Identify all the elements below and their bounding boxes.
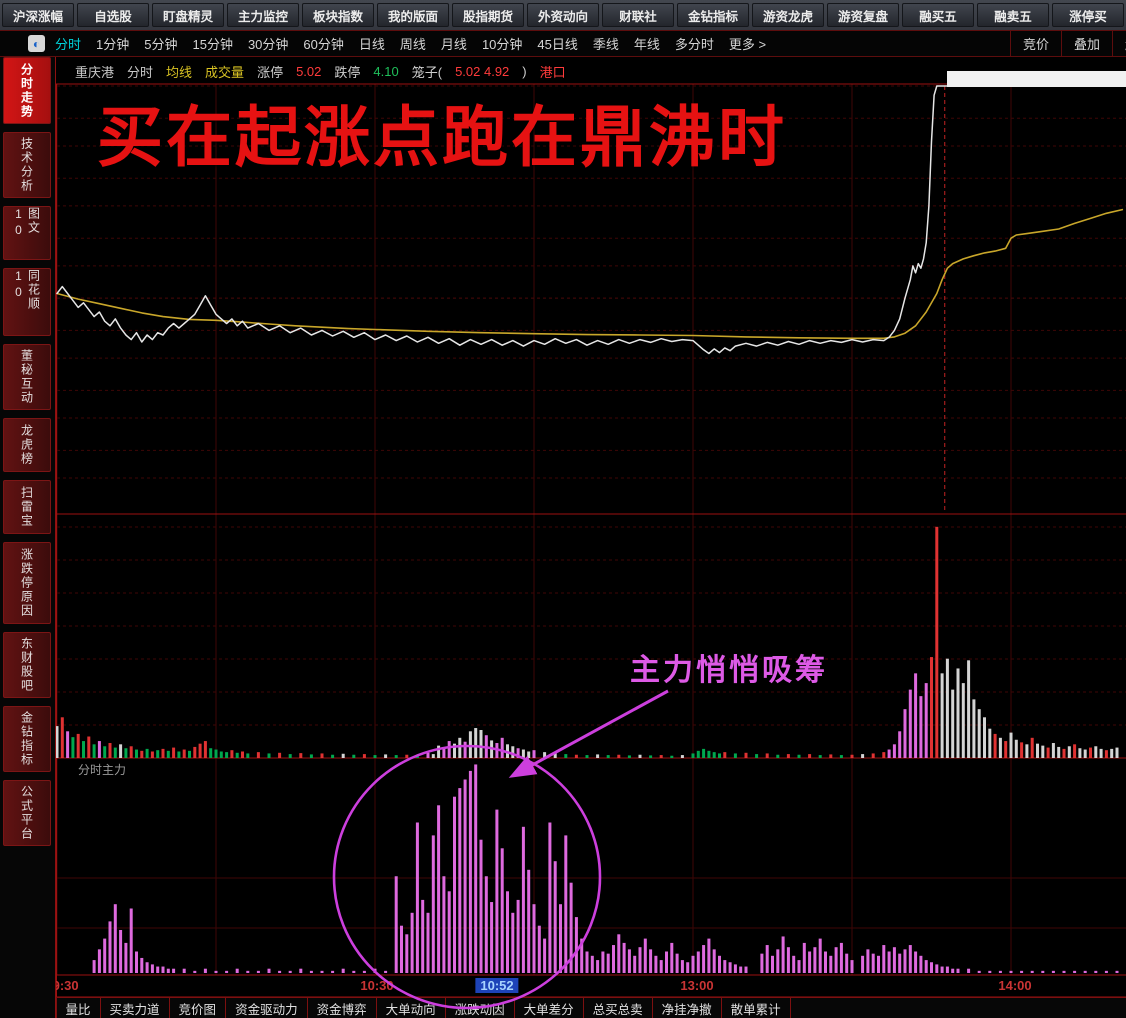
chart-header-item: 5.02 4.92 — [455, 63, 510, 79]
bottom-tab[interactable]: 大单动向 — [377, 998, 446, 1018]
period-tab[interactable]: 5分钟 — [144, 37, 178, 52]
bottom-tab[interactable]: 量比 — [57, 998, 101, 1018]
top-menu-bar: 沪深涨幅 自选股 盯盘精灵 主力监控 板块指数 我的版面 股指期货 外资动向 财联社 金钻指标 游资… — [0, 0, 1126, 30]
top-menu-item[interactable]: 我的版面 — [377, 3, 449, 27]
chart-header-item: 分时 — [127, 64, 154, 80]
period-toolbar: ◐ 分时 1分钟 5分钟 15分钟 30分钟 60分钟 日线 周线 月线 10分钟 45日线 季线 年线… — [0, 30, 1126, 57]
toolbar-right-group: 竞价叠加起 — [1009, 31, 1126, 56]
bottom-tab[interactable]: 资金驱动力 — [226, 998, 308, 1018]
time-label-cursor: 10:52 — [475, 978, 519, 993]
toolbar-right-item[interactable]: 竞价 — [1009, 31, 1061, 56]
period-tab[interactable]: 10分钟 — [481, 37, 523, 52]
top-menu-item[interactable]: 主力监控 — [227, 3, 299, 27]
sidebar-tab[interactable]: 技术分析 — [3, 132, 51, 198]
sidebar-tab[interactable]: 同花顺10 — [3, 268, 51, 336]
bottom-tab[interactable]: 净挂净撤 — [653, 998, 722, 1018]
annotation-note-text: 主力悄悄吸筹 — [630, 654, 828, 687]
top-menu-item[interactable]: 游资龙虎 — [752, 3, 824, 27]
bottom-tab[interactable]: 买卖力道 — [101, 998, 170, 1018]
left-sidebar: 分时走势技术分析图文10 同花顺10 董秘互动龙虎榜扫雷宝涨跌停原因东财股吧金钻指标… — [0, 57, 56, 1018]
time-axis: 09:30 10:30 10:52 13:00 14:00 — [0, 976, 1126, 997]
chart-header-item: 涨停 — [257, 64, 284, 80]
top-menu-item[interactable]: 外资动向 — [527, 3, 599, 27]
sidebar-tab[interactable]: 公式平台 — [3, 780, 51, 846]
top-menu-item[interactable]: 股指期货 — [452, 3, 524, 27]
sidebar-tab[interactable]: 分时走势 — [3, 57, 51, 124]
chart-header-item: 港口 — [539, 64, 566, 80]
sidebar-tab[interactable]: 龙虎榜 — [3, 418, 51, 472]
period-tab[interactable]: 60分钟 — [303, 37, 344, 52]
top-menu-item[interactable]: 财联社 — [602, 3, 674, 27]
period-tab[interactable]: 分时 — [55, 37, 82, 52]
period-tab[interactable]: 周线 — [399, 37, 426, 52]
chart-header-item: ) — [522, 63, 527, 79]
top-menu-item[interactable]: 盯盘精灵 — [152, 3, 224, 27]
top-menu-item[interactable]: 板块指数 — [302, 3, 374, 27]
chart-header-item: 笼子( — [411, 64, 443, 80]
top-menu-item[interactable]: 融卖五 — [977, 3, 1049, 27]
toolbar-right-item[interactable]: 叠加 — [1060, 31, 1112, 56]
sidebar-tab[interactable]: 金钻指标 — [3, 706, 51, 772]
period-tab[interactable]: 月线 — [440, 37, 467, 52]
time-label: 14:00 — [998, 978, 1032, 993]
top-menu-item[interactable]: 金钻指标 — [677, 3, 749, 27]
period-tab[interactable]: 1分钟 — [96, 37, 130, 52]
top-menu-item[interactable]: 自选股 — [77, 3, 149, 27]
chart-header-item: 跌停 — [334, 64, 361, 80]
period-tab[interactable]: 15分钟 — [192, 37, 233, 52]
period-tab[interactable]: 45日线 — [537, 37, 578, 52]
sidebar-tab[interactable]: 扫雷宝 — [3, 480, 51, 534]
top-menu-item[interactable]: 游资复盘 — [827, 3, 899, 27]
bottom-tab[interactable]: 竞价图 — [170, 998, 227, 1018]
top-menu-item[interactable]: 融买五 — [902, 3, 974, 27]
period-tab[interactable]: 更多 > — [728, 37, 767, 52]
bottom-tab[interactable]: 总买总卖 — [584, 998, 653, 1018]
bottom-tab[interactable]: 散单累计 — [722, 998, 791, 1018]
time-label: 10:30 — [360, 978, 394, 993]
period-tab[interactable]: 年线 — [633, 37, 660, 52]
lower-panel-indicator-label: 分时主力 — [78, 763, 127, 777]
bottom-tab[interactable]: 大单差分 — [515, 998, 584, 1018]
banner-text: 买在起涨点跑在鼎沸时 — [97, 100, 787, 174]
chart-header-item: 4.10 — [373, 63, 399, 79]
toolbar-right-item-clipped[interactable]: 起 — [1112, 31, 1126, 56]
sidebar-tab[interactable]: 图文10 — [3, 206, 51, 260]
time-label: 13:00 — [680, 978, 714, 993]
sidebar-tab[interactable]: 涨跌停原因 — [3, 542, 51, 624]
sidebar-tab[interactable]: 东财股吧 — [3, 632, 51, 698]
bottom-tab[interactable]: 资金博弈 — [308, 998, 377, 1018]
chart-header: 重庆港 分时 均线 成交量 涨停 5.02 跌停 4.10 笼子( 5.02 4.92) 港口 — [57, 58, 1126, 84]
top-menu-item[interactable]: 涨停买 — [1052, 3, 1124, 27]
top-menu-item[interactable]: 沪深涨幅 — [2, 3, 74, 27]
chart-header-item: 均线 — [166, 64, 193, 80]
period-tab[interactable]: 日线 — [358, 37, 385, 52]
period-tab[interactable]: 多分时 — [674, 37, 714, 52]
bottom-indicator-tabs: 成交量量比买卖力道竞价图资金驱动力资金博弈大单动向涨跌动因大单差分总买总卖净挂净… — [0, 997, 1126, 1018]
period-tab[interactable]: 季线 — [592, 37, 619, 52]
sidebar-tab[interactable]: 董秘互动 — [3, 344, 51, 410]
view-toggle-icon[interactable]: ◐ — [28, 35, 45, 52]
bottom-tab[interactable]: 涨跌动因 — [446, 998, 515, 1018]
period-list: 分时 1分钟 5分钟 15分钟 30分钟 60分钟 日线 周线 月线 10分钟 45日线 季线 年线 多分… — [55, 34, 781, 53]
chart-header-item: 5.02 — [296, 63, 322, 79]
period-tab[interactable]: 30分钟 — [247, 37, 289, 52]
chart-header-item: 重庆港 — [75, 64, 115, 80]
chart-header-item: 成交量 — [205, 64, 245, 80]
